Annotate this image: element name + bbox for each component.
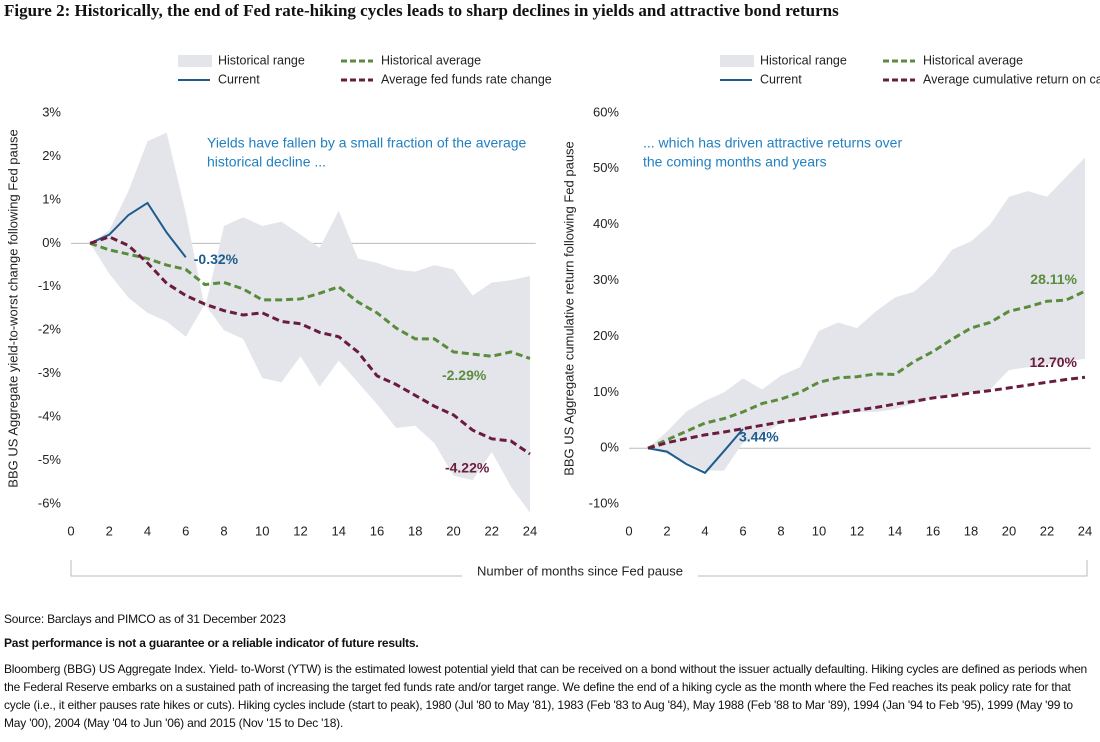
legend-swatch: [178, 55, 212, 67]
end-label: -0.32%: [194, 251, 239, 267]
end-label: 12.70%: [1030, 354, 1078, 370]
y-tick-label: 1%: [42, 191, 61, 206]
annotation: historical decline ...: [207, 154, 326, 170]
y-axis-label: BBG US Aggregate cumulative return follo…: [561, 141, 576, 476]
series-line: [647, 375, 1086, 450]
annotation: ... which has driven attractive returns …: [643, 135, 902, 151]
x-tick-label: 20: [446, 523, 460, 538]
series-line: [89, 241, 531, 360]
annotation: the coming months and years: [643, 154, 827, 170]
end-label: -2.29%: [442, 367, 487, 383]
y-tick-label: -3%: [38, 365, 62, 380]
legend-label: Historical range: [218, 53, 305, 67]
legend-label: Historical average: [381, 53, 481, 67]
x-tick-label: 16: [370, 523, 384, 538]
end-label: 28.11%: [1030, 271, 1077, 287]
x-tick-label: 8: [220, 523, 227, 538]
range-band: [90, 132, 530, 513]
notes: Bloomberg (BBG) US Aggregate Index. Yiel…: [4, 662, 1088, 730]
x-tick-label: 14: [332, 523, 346, 538]
legend-label: Historical average: [923, 53, 1023, 67]
y-tick-label: -10%: [589, 496, 620, 511]
y-tick-label: -6%: [38, 495, 62, 510]
y-tick-label: 20%: [593, 328, 619, 343]
y-tick-label: 10%: [593, 384, 619, 399]
y-axis-label: BBG US Aggregate yield-to-worst change f…: [5, 129, 20, 487]
chart-area: Figure 2: Historically, the end of Fed r…: [4, 1, 1100, 580]
legend-label: Average cumulative return on cash: [923, 72, 1100, 86]
x-tick-label: 2: [663, 523, 670, 538]
y-tick-label: 2%: [42, 148, 61, 163]
legend-label: Current: [760, 72, 802, 86]
disclaimer: Past performance is not a guarantee or a…: [4, 636, 419, 650]
x-tick-label: 20: [1002, 523, 1016, 538]
y-tick-label: 3%: [42, 104, 61, 119]
y-tick-label: 40%: [593, 216, 619, 231]
x-tick-label: 24: [523, 523, 537, 538]
legend-swatch: [720, 55, 754, 67]
x-tick-label: 22: [485, 523, 499, 538]
x-tick-label: 0: [67, 523, 74, 538]
x-tick-label: 12: [850, 523, 864, 538]
x-tick-label: 6: [739, 523, 746, 538]
x-tick-label: 0: [625, 523, 632, 538]
legend-label: Current: [218, 72, 260, 86]
legend-label: Historical range: [760, 53, 847, 67]
x-axis-label: Number of months since Fed pause: [477, 563, 683, 578]
y-tick-label: 0%: [42, 235, 61, 250]
source: Source: Barclays and PIMCO as of 31 Dece…: [4, 612, 286, 626]
x-tick-label: 18: [408, 523, 422, 538]
legend-label: Average fed funds rate change: [381, 72, 552, 86]
y-tick-label: -4%: [38, 409, 62, 424]
x-tick-label: 4: [701, 523, 708, 538]
x-tick-label: 10: [255, 523, 269, 538]
x-tick-label: 18: [964, 523, 978, 538]
y-tick-label: 30%: [593, 272, 619, 287]
end-label: 3.44%: [739, 429, 779, 445]
x-tick-label: 22: [1040, 523, 1054, 538]
y-tick-label: 50%: [593, 160, 619, 175]
y-tick-label: 60%: [593, 104, 619, 119]
series-line: [89, 201, 187, 258]
x-tick-label: 2: [106, 523, 113, 538]
y-tick-label: -1%: [38, 278, 62, 293]
series-line: [647, 289, 1086, 450]
y-tick-label: -5%: [38, 452, 62, 467]
annotation: Yields have fallen by a small fraction o…: [207, 135, 527, 151]
range-band: [648, 157, 1085, 471]
series-line: [647, 428, 744, 475]
x-tick-label: 12: [293, 523, 307, 538]
x-tick-label: 4: [144, 523, 151, 538]
end-label: -4.22%: [445, 460, 490, 476]
x-tick-label: 6: [182, 523, 189, 538]
x-tick-label: 24: [1078, 523, 1092, 538]
series-line: [89, 235, 531, 456]
y-tick-label: -2%: [38, 322, 62, 337]
x-tick-label: 10: [812, 523, 826, 538]
y-tick-label: 0%: [600, 440, 619, 455]
x-tick-label: 8: [777, 523, 784, 538]
bracket-gap: [462, 564, 698, 580]
x-tick-label: 14: [888, 523, 902, 538]
figure-title: Figure 2: Historically, the end of Fed r…: [4, 1, 839, 20]
x-tick-label: 16: [926, 523, 940, 538]
